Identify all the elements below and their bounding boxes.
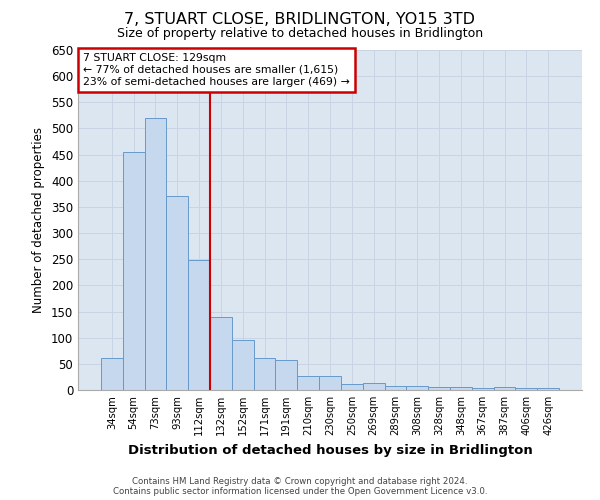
Text: Contains HM Land Registry data © Crown copyright and database right 2024.
Contai: Contains HM Land Registry data © Crown c… [113,476,487,496]
Bar [363,383,385,390]
X-axis label: Distribution of detached houses by size in Bridlington: Distribution of detached houses by size … [128,444,532,456]
Bar [494,388,515,390]
Bar [406,386,428,390]
Bar [188,260,210,390]
Bar [166,196,188,390]
Bar [450,388,472,390]
Bar [232,340,254,390]
Text: Size of property relative to detached houses in Bridlington: Size of property relative to detached ho… [117,28,483,40]
Bar [145,118,166,390]
Bar [123,152,145,390]
Bar [428,388,450,390]
Bar [297,376,319,390]
Bar [472,388,494,390]
Bar [537,388,559,390]
Bar [275,360,297,390]
Y-axis label: Number of detached properties: Number of detached properties [32,127,46,313]
Text: 7, STUART CLOSE, BRIDLINGTON, YO15 3TD: 7, STUART CLOSE, BRIDLINGTON, YO15 3TD [125,12,476,28]
Bar [385,386,406,390]
Text: 7 STUART CLOSE: 129sqm
← 77% of detached houses are smaller (1,615)
23% of semi-: 7 STUART CLOSE: 129sqm ← 77% of detached… [83,54,350,86]
Bar [254,358,275,390]
Bar [210,317,232,390]
Bar [101,358,123,390]
Bar [341,384,363,390]
Bar [515,388,537,390]
Bar [319,376,341,390]
